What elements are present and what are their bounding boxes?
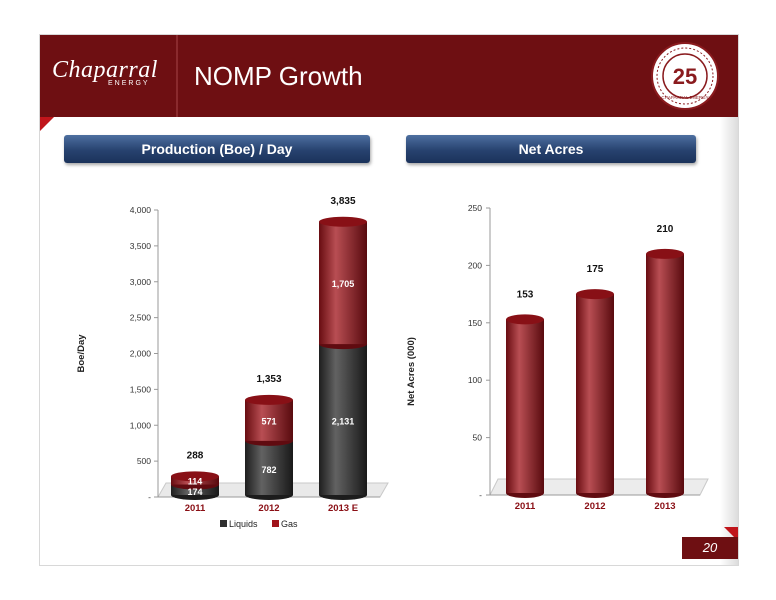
bar-gas-2013 E-top (319, 216, 367, 227)
chart1-ytick-label: 2,500 (130, 313, 152, 323)
chart2-ytick-label: 150 (468, 318, 482, 328)
chart1-ytick-label: 1,000 (130, 420, 152, 430)
label-net-acres-2013: 210 (657, 224, 674, 235)
bar-liquids-2013 E (319, 344, 367, 495)
chart1-ytick-label: 500 (137, 456, 151, 466)
chart2-ylabel: Net Acres (000) (406, 337, 417, 406)
chart1-ytick-label: 3,000 (130, 277, 152, 287)
production-chart: - 500 1,000 1,500 2,000 2,500 3,000 3,500 4,000 B… (76, 196, 389, 529)
bar-liquids-2011 (171, 484, 219, 495)
label-gas-2013 E: 1,705 (332, 279, 355, 289)
chart2-category-2012: 2012 (584, 501, 605, 512)
bar-net-acres-2012 (576, 294, 614, 493)
label-total-2011: 288 (187, 450, 204, 461)
chart1-ytick-label: - (148, 492, 151, 502)
bar-net-acres-2011 (506, 319, 544, 493)
anniversary-seal-icon: 25 CHAPARRAL ENERGY (651, 42, 719, 110)
label-liquids-2011: 174 (187, 487, 202, 497)
logo-subtext: ENERGY (108, 80, 150, 87)
corner-accent (40, 117, 54, 131)
legend-swatch-Gas (272, 520, 279, 527)
bar-net-acres-2011-top (506, 314, 544, 325)
chart2-ytick-label: 100 (468, 375, 482, 385)
chaparral-logo: Chaparral ENERGY (52, 57, 172, 101)
label-liquids-2012: 782 (261, 465, 276, 475)
chart2-category-2013: 2013 (654, 501, 675, 512)
label-gas-2012: 571 (261, 416, 276, 426)
legend-swatch-Liquids (220, 520, 227, 527)
label-total-2013 E: 3,835 (330, 196, 355, 207)
seal-number: 25 (673, 64, 697, 89)
legend-label-Gas: Gas (281, 519, 298, 529)
chart2-category-2011: 2011 (515, 501, 536, 512)
label-net-acres-2012: 175 (587, 264, 604, 275)
bar-liquids-2012 (245, 440, 293, 495)
bar-gas-2011-top (171, 471, 219, 482)
seal-text: CHAPARRAL ENERGY (661, 95, 708, 100)
legend-label-Liquids: Liquids (229, 519, 258, 529)
bar-net-acres-2013 (646, 253, 684, 493)
chart1-ytick-label: 2,000 (130, 349, 152, 359)
chart2-ytick-label: 250 (468, 203, 482, 213)
chart2-ytick-label: 200 (468, 260, 482, 270)
net-acres-panel-title: Net Acres (406, 135, 696, 163)
chart1-ylabel: Boe/Day (76, 334, 87, 373)
bar-gas-2013 E (319, 221, 367, 345)
net-acres-chart: - 50 100 150 200 250 Net Acres (000) 153 2011 175… (406, 203, 709, 512)
bar-gas-2012 (245, 399, 293, 441)
chart2-ytick-label: 50 (473, 433, 483, 443)
side-shade (720, 117, 738, 565)
bar-net-acres-2013-top (646, 248, 684, 259)
slide: Chaparral ENERGY NOMP Growth 25 CHAPARRA… (40, 35, 738, 565)
page-number: 20 (682, 537, 738, 559)
production-panel-title: Production (Boe) / Day (64, 135, 370, 163)
bar-net-acres-2012-top (576, 289, 614, 300)
chart1-ytick-label: 4,000 (130, 205, 152, 215)
chart1-ytick-label: 3,500 (130, 241, 152, 251)
chart2-ytick-label: - (479, 490, 482, 500)
chart1-ytick-label: 1,500 (130, 384, 152, 394)
bar-gas-2012-top (245, 394, 293, 405)
header-bar: Chaparral ENERGY NOMP Growth 25 CHAPARRA… (40, 35, 738, 117)
chart1-category-2012: 2012 (258, 503, 279, 514)
logo-wordmark: Chaparral (52, 57, 158, 83)
label-gas-2011: 114 (188, 476, 203, 486)
chart1-category-2011: 2011 (185, 503, 206, 514)
label-total-2012: 1,353 (256, 374, 281, 385)
chart1-category-2013 E: 2013 E (328, 503, 358, 514)
header-divider (176, 35, 178, 117)
page-title: NOMP Growth (194, 61, 363, 91)
label-liquids-2013 E: 2,131 (332, 417, 355, 427)
label-net-acres-2011: 153 (517, 289, 534, 300)
